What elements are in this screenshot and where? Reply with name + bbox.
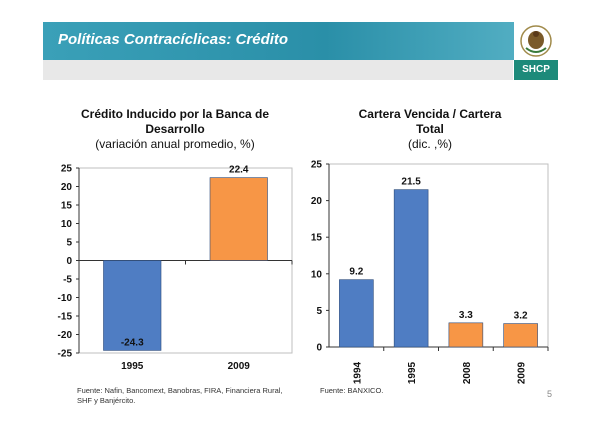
header-underline (43, 60, 513, 80)
right-bar (503, 323, 538, 348)
right-category-label: 1994 (352, 361, 363, 384)
right-category-label: 2009 (517, 361, 528, 384)
right-y-tick-label: 5 (316, 306, 322, 317)
left-chart-title-block: Crédito Inducido por la Banca de Desarro… (80, 107, 270, 152)
right-y-tick-label: 15 (311, 233, 323, 244)
slide-title: Políticas Contracíclicas: Crédito (58, 31, 289, 48)
right-category-label: 2008 (462, 361, 473, 384)
left-y-tick-label: 20 (61, 182, 73, 193)
left-category-label: 2009 (228, 361, 251, 372)
right-y-tick-label: 25 (311, 160, 323, 171)
left-y-tick-label: -20 (58, 330, 73, 341)
page-number: 5 (547, 389, 553, 399)
right-y-tick-label: 10 (311, 269, 323, 280)
left-y-tick-label: 25 (61, 164, 73, 175)
left-y-tick-label: -10 (58, 293, 73, 304)
right-bar (448, 322, 484, 348)
left-category-label: 1995 (121, 361, 144, 372)
left-y-tick-label: 0 (66, 256, 72, 267)
left-y-tick-label: -5 (63, 275, 72, 286)
right-category-label: 1995 (407, 361, 418, 384)
header-band (43, 22, 557, 60)
right-bar (393, 189, 429, 348)
right-data-label: 3.3 (459, 310, 473, 321)
left-chart-title: Crédito Inducido por la Banca de Desarro… (80, 107, 270, 136)
right-chart-title: Cartera Vencida / Cartera Total (358, 107, 502, 136)
left-y-tick-label: 10 (61, 219, 73, 230)
left-chart-subtitle: (variación anual promedio, %) (95, 137, 255, 151)
national-emblem-icon (514, 18, 558, 62)
left-y-tick-label: -15 (58, 312, 73, 323)
right-y-tick-label: 20 (311, 196, 323, 207)
left-bar (103, 260, 162, 351)
right-data-label: 9.2 (349, 267, 363, 278)
left-data-label: -24.3 (121, 337, 144, 348)
left-source-note: Fuente: Nafin, Bancomext, Banobras, FIRA… (77, 386, 283, 405)
right-source-note: Fuente: BANXICO. (320, 386, 384, 395)
right-chart-subtitle: (dic. ,%) (407, 137, 452, 151)
left-data-label: 22.4 (229, 165, 249, 176)
left-y-tick-label: -25 (58, 349, 73, 360)
left-y-tick-label: 15 (61, 201, 73, 212)
left-y-tick-label: 5 (66, 238, 72, 249)
brand-badge: SHCP (514, 60, 558, 80)
right-bar (339, 279, 374, 348)
right-chart-title-block: Cartera Vencida / Cartera Total (dic. ,%… (345, 107, 515, 152)
right-y-tick-label: 0 (316, 343, 322, 354)
right-data-label: 3.2 (514, 311, 528, 322)
left-bar (209, 177, 268, 261)
right-data-label: 21.5 (401, 177, 421, 188)
